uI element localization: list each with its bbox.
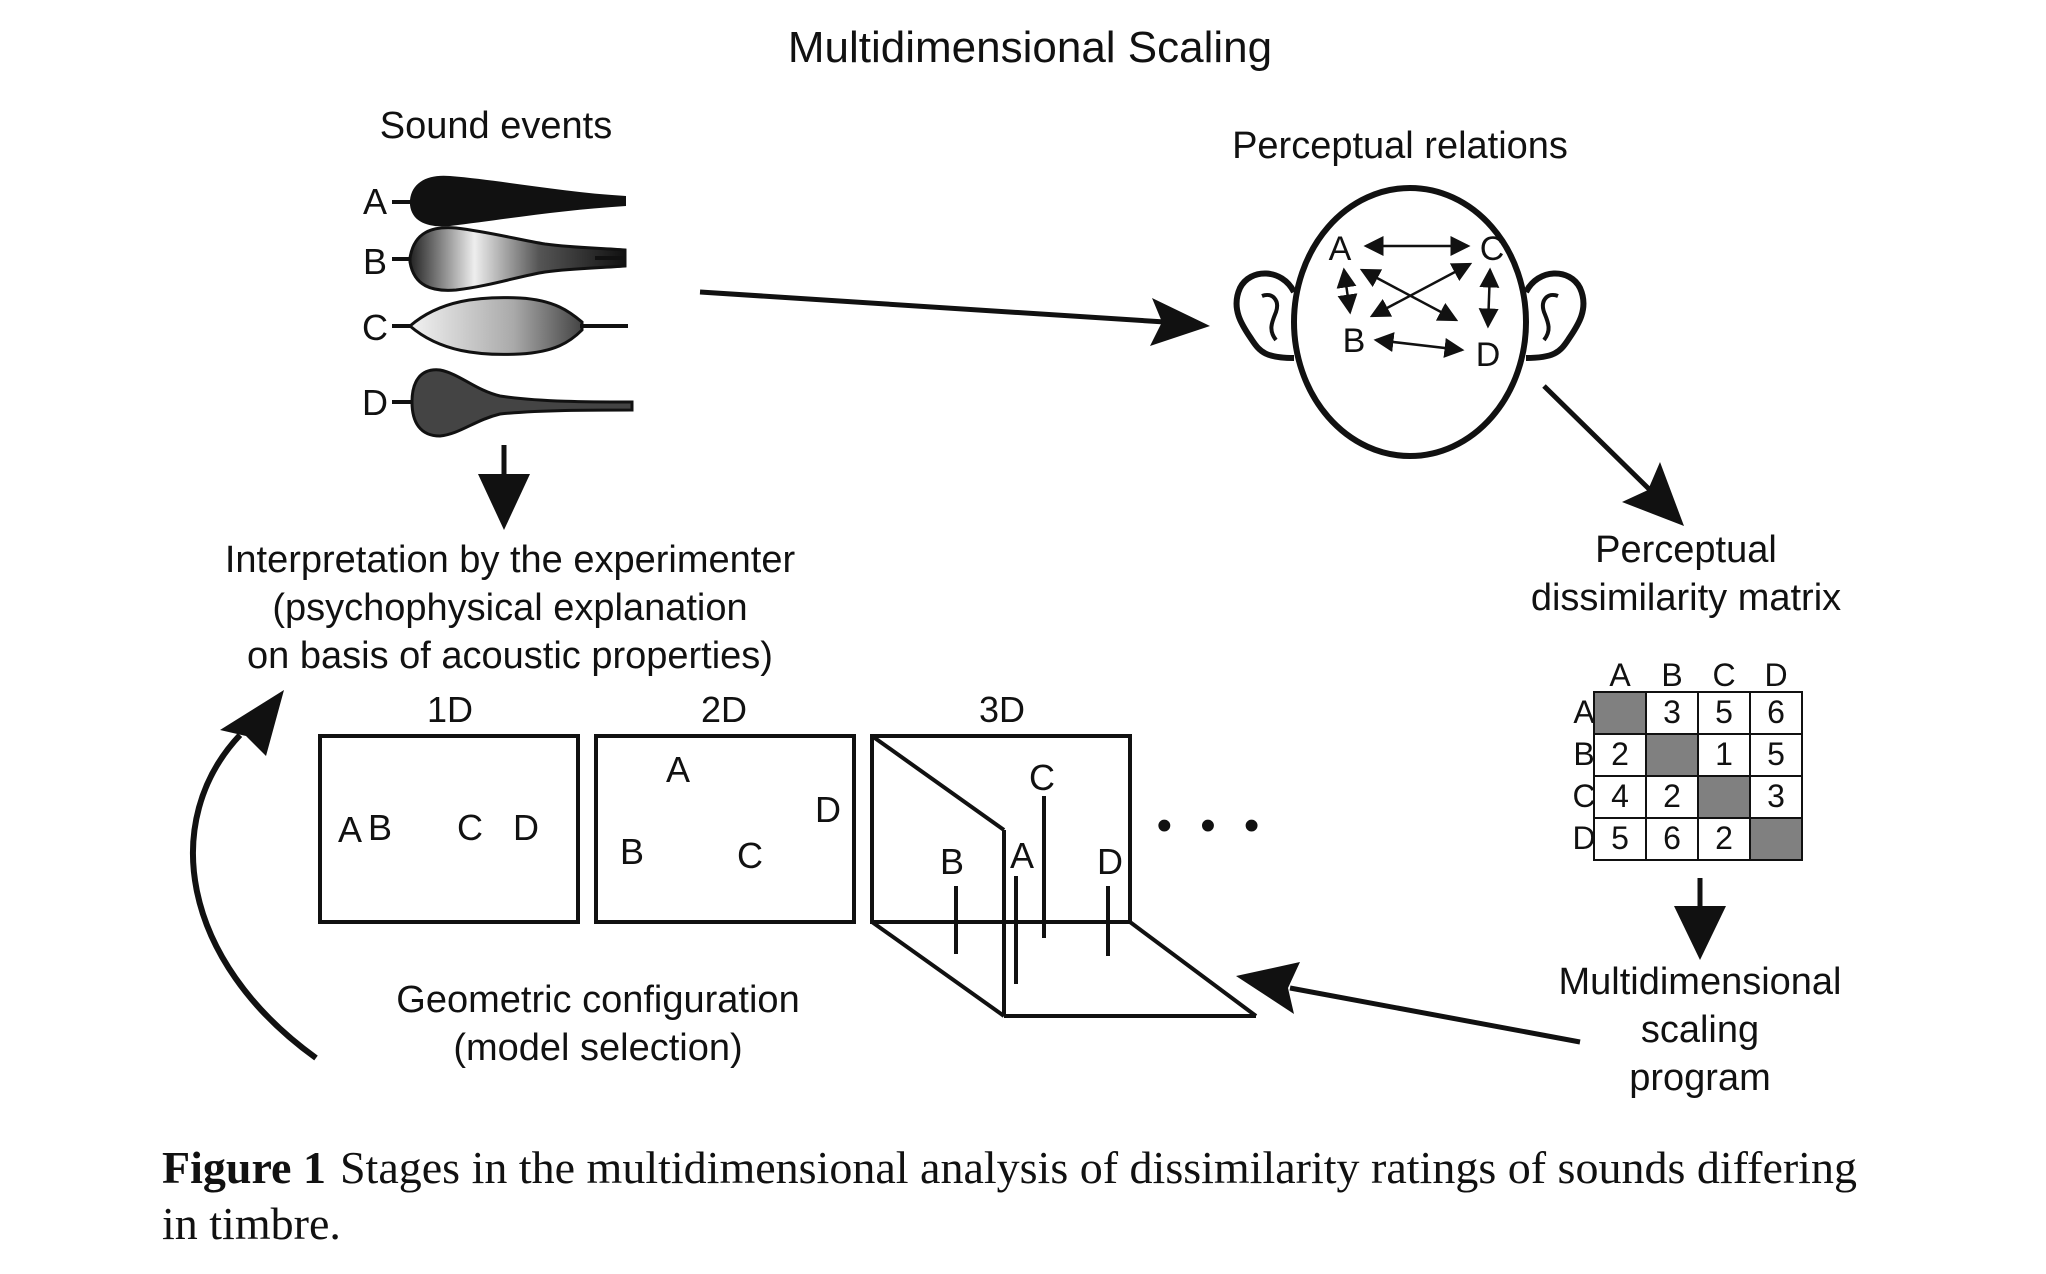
panel-1d-point-c: C [457, 807, 483, 848]
geometric-config-line2: (model selection) [453, 1027, 742, 1069]
sound-label-b: B [363, 241, 387, 282]
dissimilarity-matrix: A B C DA 3 5 6B 2 1 5C 4 2 3D 5 6 2 [1572, 657, 1803, 861]
matrix-diagonal-cell [1645, 733, 1699, 777]
matrix-value: 6 [1663, 820, 1681, 856]
panel-2d [594, 734, 856, 924]
perceptual-relations-heading: Perceptual relations [1232, 125, 1568, 167]
panel-3d-point-a: A [1010, 835, 1034, 876]
sound-shape-c [407, 296, 584, 356]
matrix-cell [1593, 775, 1647, 819]
matrix-heading-line1: Perceptual [1595, 529, 1777, 571]
panel-3d-label: 3D [979, 689, 1025, 730]
sound-label-c: C [362, 307, 388, 348]
geometric-config-line1: Geometric configuration [396, 979, 799, 1021]
relation-label-d: D [1476, 336, 1501, 374]
mds-program-line2: scaling [1641, 1009, 1759, 1051]
panel-2d-point-d: D [815, 789, 841, 830]
panel-3d-stems [954, 796, 1110, 984]
panel-3d [870, 734, 1258, 1018]
mds-program-line3: program [1629, 1057, 1771, 1099]
arrow-to-dissimilarity-matrix [1542, 384, 1684, 526]
panel-2d-point-a: A [666, 749, 690, 790]
panel-1d-point-b: B [368, 807, 392, 848]
matrix-row-header-c: C [1572, 778, 1595, 814]
matrix-value: 3 [1663, 694, 1681, 730]
sound-events-heading: Sound events [380, 105, 612, 147]
sound-label-a: A [363, 181, 387, 222]
interpretation-line3: on basis of acoustic properties) [247, 635, 773, 677]
relation-label-a: A [1329, 230, 1352, 268]
matrix-row-header-b: B [1573, 736, 1594, 772]
matrix-col-header-b: B [1661, 657, 1682, 693]
matrix-cell [1749, 775, 1803, 819]
matrix-row-header-d: D [1572, 820, 1595, 856]
curved-arrow-to-interpretation [189, 690, 318, 1061]
panel-2d-point-c: C [737, 835, 763, 876]
matrix-cell [1593, 817, 1647, 861]
arrow-to-perceptual-relations [699, 289, 1210, 346]
right-ear-icon [1523, 270, 1587, 361]
matrix-value: 4 [1611, 778, 1629, 814]
mds-program-line1: Multidimensional [1558, 961, 1841, 1003]
matrix-diagonal-cell [1749, 817, 1803, 861]
relation-label-c: C [1480, 230, 1505, 268]
matrix-value: 6 [1767, 694, 1785, 730]
arrow-down-to-mds-program [1674, 878, 1726, 960]
matrix-col-header-d: D [1764, 657, 1787, 693]
arrow-to-geometric-configuration [1236, 962, 1581, 1045]
matrix-col-header-c: C [1712, 657, 1735, 693]
panel-1d-label: 1D [427, 689, 473, 730]
relation-arrows [1336, 236, 1500, 358]
interpretation-line1: Interpretation by the experimenter [225, 539, 796, 581]
panel-3d-point-b: B [940, 841, 964, 882]
panel-1d [318, 734, 580, 924]
panel-2d-label: 2D [701, 689, 747, 730]
matrix-col-header-a: A [1609, 657, 1631, 693]
matrix-value: 5 [1611, 820, 1629, 856]
caption-label: Figure 1 [162, 1142, 326, 1193]
matrix-cell [1645, 817, 1699, 861]
matrix-value: 2 [1663, 778, 1681, 814]
relation-label-b: B [1343, 322, 1366, 360]
interpretation-line2: (psychophysical explanation [272, 587, 747, 629]
sound-label-d: D [362, 382, 388, 423]
more-dimensions-ellipsis: • • • [1157, 801, 1268, 850]
figure-title: Multidimensional Scaling [788, 23, 1272, 72]
sound-shape-b [408, 226, 627, 292]
matrix-value: 2 [1611, 736, 1629, 772]
matrix-diagonal-cell [1593, 691, 1647, 735]
panel-1d-point-d: D [513, 807, 539, 848]
matrix-diagonal-cell [1697, 775, 1751, 819]
matrix-value: 2 [1715, 820, 1733, 856]
matrix-value: 3 [1767, 778, 1785, 814]
matrix-value: 1 [1715, 736, 1733, 772]
head-outline [1291, 185, 1529, 459]
panel-1d-point-a: A [338, 809, 362, 850]
panel-3d-point-d: D [1097, 841, 1123, 882]
matrix-value: 5 [1767, 736, 1785, 772]
caption-text: Stages in the multidimensional analysis … [162, 1142, 1857, 1249]
panel-2d-point-b: B [620, 831, 644, 872]
matrix-heading-line2: dissimilarity matrix [1531, 577, 1841, 619]
matrix-row-header-a: A [1573, 694, 1595, 730]
arrow-down-to-interpretation [478, 445, 530, 530]
left-ear-icon [1233, 270, 1297, 361]
sound-shape-a [410, 175, 626, 227]
sound-shape-d [410, 368, 634, 438]
figure-caption: Figure 1 Stages in the multidimensional a… [162, 1140, 1902, 1252]
matrix-value: 5 [1715, 694, 1733, 730]
panel-3d-point-c: C [1029, 757, 1055, 798]
